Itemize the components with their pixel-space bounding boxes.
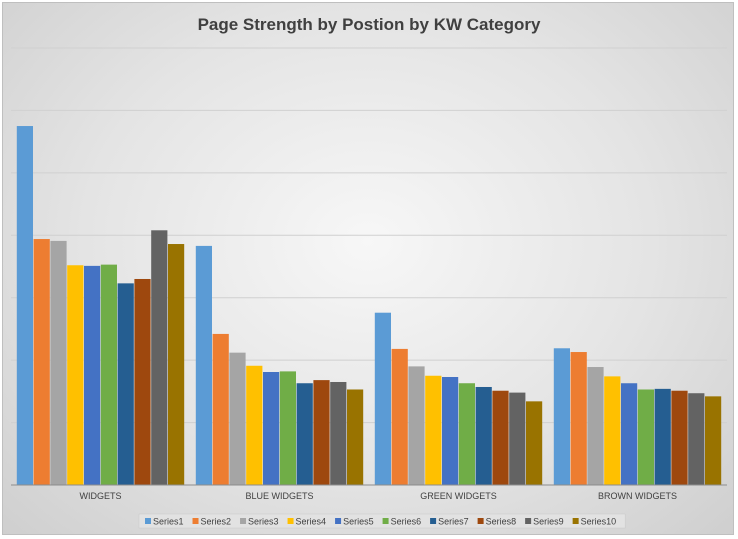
bar-series3-3 bbox=[587, 367, 604, 485]
bar-series9-1 bbox=[330, 381, 347, 485]
bar-series2-1 bbox=[212, 333, 229, 485]
bar-series7-3 bbox=[654, 388, 671, 485]
bar-series3-0 bbox=[50, 240, 67, 485]
bar-series8-0 bbox=[134, 278, 151, 485]
bar-series7-1 bbox=[296, 383, 313, 485]
bar-series3-2 bbox=[408, 366, 425, 485]
bar-series9-2 bbox=[509, 392, 526, 485]
legend-swatch bbox=[382, 518, 389, 524]
category-label: GREEN WIDGETS bbox=[420, 491, 497, 501]
bar-series7-2 bbox=[475, 386, 492, 485]
legend-entry: Series10 bbox=[581, 517, 617, 527]
bar-series10-3 bbox=[705, 396, 722, 485]
bar-series9-0 bbox=[151, 230, 168, 485]
bar-series6-1 bbox=[279, 371, 296, 485]
bars bbox=[16, 126, 722, 486]
category-label: BLUE WIDGETS bbox=[245, 491, 313, 501]
legend-entry: Series4 bbox=[296, 517, 327, 527]
legend-entry: Series5 bbox=[343, 517, 374, 527]
bar-series6-3 bbox=[637, 389, 654, 485]
legend-swatch bbox=[145, 518, 151, 524]
legend: Series1 Series2 Series3 Series4 Series5 Serie… bbox=[138, 513, 626, 529]
bar-series8-3 bbox=[671, 390, 688, 485]
bar-series2-2 bbox=[391, 348, 408, 485]
legend-entry: Series3 bbox=[248, 517, 279, 527]
category-label: BROWN WIDGETS bbox=[598, 491, 677, 501]
bar-series1-1 bbox=[195, 245, 212, 485]
legend-entry: Series6 bbox=[391, 517, 422, 527]
legend-entry: Series2 bbox=[201, 517, 232, 527]
bar-series4-3 bbox=[604, 376, 621, 485]
legend-swatch bbox=[430, 518, 437, 524]
bar-series10-0 bbox=[168, 244, 185, 485]
bar-series5-1 bbox=[263, 372, 280, 485]
legend-swatch bbox=[240, 518, 247, 524]
bar-series5-3 bbox=[621, 383, 638, 485]
bar-series5-2 bbox=[442, 376, 459, 485]
bar-series1-2 bbox=[374, 312, 391, 485]
bar-series4-0 bbox=[67, 265, 84, 485]
category-axis-labels: WIDGETS BLUE WIDGETS GREEN WIDGETS BROWN WI… bbox=[80, 491, 678, 501]
legend-entry: Series8 bbox=[486, 517, 517, 527]
bar-series10-1 bbox=[347, 389, 364, 485]
legend-swatch bbox=[192, 518, 199, 524]
bar-series8-2 bbox=[492, 390, 509, 485]
legend-swatch bbox=[287, 518, 294, 524]
legend-swatch bbox=[335, 518, 342, 524]
bar-series7-0 bbox=[117, 283, 134, 485]
bar-series10-2 bbox=[526, 401, 543, 485]
bar-series4-2 bbox=[425, 375, 442, 485]
legend-entry: Series7 bbox=[438, 517, 469, 527]
bar-series2-0 bbox=[33, 239, 50, 485]
bar-series6-0 bbox=[100, 264, 117, 485]
legend-entry: Series1 bbox=[153, 517, 184, 527]
chart-svg: Page Strength by Postion by KW Category … bbox=[11, 15, 727, 529]
legend-entry: Series9 bbox=[533, 517, 564, 527]
bar-series8-1 bbox=[313, 380, 330, 485]
bar-series4-1 bbox=[246, 365, 263, 485]
legend-swatch bbox=[525, 518, 532, 524]
chart-title: Page Strength by Postion by KW Category bbox=[198, 15, 541, 34]
bar-series9-3 bbox=[688, 393, 705, 485]
bar-series6-2 bbox=[458, 383, 475, 485]
bar-series3-1 bbox=[229, 352, 246, 485]
category-label: WIDGETS bbox=[80, 491, 122, 501]
bar-series1-3 bbox=[553, 348, 570, 485]
bar-series5-0 bbox=[84, 265, 101, 485]
legend-swatch bbox=[572, 518, 579, 524]
legend-box bbox=[138, 513, 626, 529]
legend-swatch bbox=[477, 518, 484, 524]
bar-series2-3 bbox=[570, 352, 587, 485]
bar-series1-0 bbox=[16, 126, 33, 486]
